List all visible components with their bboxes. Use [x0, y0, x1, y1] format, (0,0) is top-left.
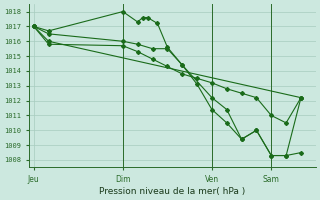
- X-axis label: Pression niveau de la mer( hPa ): Pression niveau de la mer( hPa ): [99, 187, 245, 196]
